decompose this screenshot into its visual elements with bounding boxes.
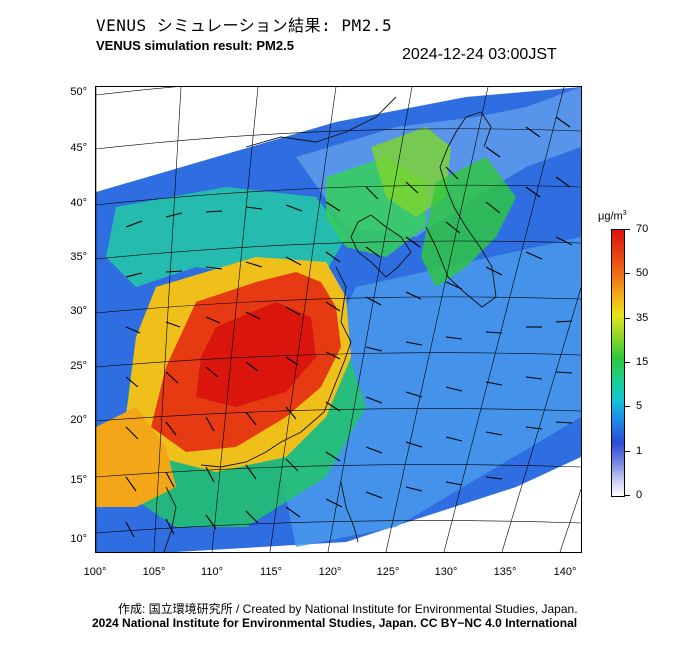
lat-label-40: 40° [70, 197, 87, 209]
lat-label-25: 25° [70, 360, 87, 372]
lat-label-20: 20° [70, 414, 87, 426]
colorbar-label-0: 0 [636, 489, 643, 501]
lon-label-105: 105° [142, 566, 166, 578]
peak-concentration [196, 302, 316, 407]
wind-vector-field [125, 116, 573, 538]
lat-label-45: 45° [70, 142, 87, 154]
lon-label-120: 120° [318, 566, 342, 578]
colorbar-unit: μg/m3 [598, 210, 627, 223]
colorbar-unit-text: μg/m [598, 210, 623, 223]
lon-label-135: 135° [493, 566, 517, 578]
colorbar-tick [624, 495, 630, 496]
lon-label-140: 140° [553, 566, 577, 578]
lon-label-130: 130° [434, 566, 458, 578]
graticule-lines [96, 87, 581, 552]
lon-label-100: 100° [83, 566, 107, 578]
colorbar-scale [611, 229, 625, 497]
credit-line: 作成: 国立環境研究所 / Created by National Instit… [118, 602, 578, 616]
colorbar-label-15: 15 [636, 356, 649, 368]
lon-label-125: 125° [376, 566, 400, 578]
moderate-zone-japan [421, 157, 516, 287]
pm25-map-canvas [96, 87, 581, 552]
colorbar-tick [624, 451, 630, 452]
license-line: 2024 National Institute for Environmenta… [92, 616, 578, 630]
lon-label-115: 115° [260, 566, 282, 578]
colorbar-tick [624, 273, 630, 274]
pm25-map [95, 86, 582, 553]
colorbar-label-1: 1 [636, 445, 643, 457]
lat-label-10: 10° [70, 533, 87, 545]
colorbar-label-50: 50 [636, 267, 649, 279]
coastlines [163, 96, 497, 552]
colorbar-label-5: 5 [636, 400, 643, 412]
colorbar-tick [624, 406, 630, 407]
lat-label-30: 30° [70, 305, 87, 317]
lon-label-110: 110° [201, 566, 223, 578]
colorbar-label-35: 35 [636, 312, 649, 324]
ocean-low-zone [276, 237, 581, 547]
map-title-english: VENUS simulation result: PM2.5 [96, 38, 294, 53]
colorbar-tick [624, 318, 630, 319]
colorbar-tick [624, 229, 630, 230]
forecast-timestamp: 2024-12-24 03:00JST [402, 46, 557, 63]
colorbar-label-70: 70 [636, 223, 649, 235]
colorbar-tick [624, 362, 630, 363]
lat-label-35: 35° [70, 251, 87, 263]
moderate-zone-korea [371, 127, 451, 217]
map-title-japanese: VENUS シミュレーション結果: PM2.5 [96, 16, 393, 35]
elevated-zone-west [96, 407, 176, 507]
lat-label-15: 15° [70, 474, 87, 486]
colorbar-unit-superscript: 3 [622, 210, 627, 217]
lat-label-50: 50° [70, 86, 87, 98]
